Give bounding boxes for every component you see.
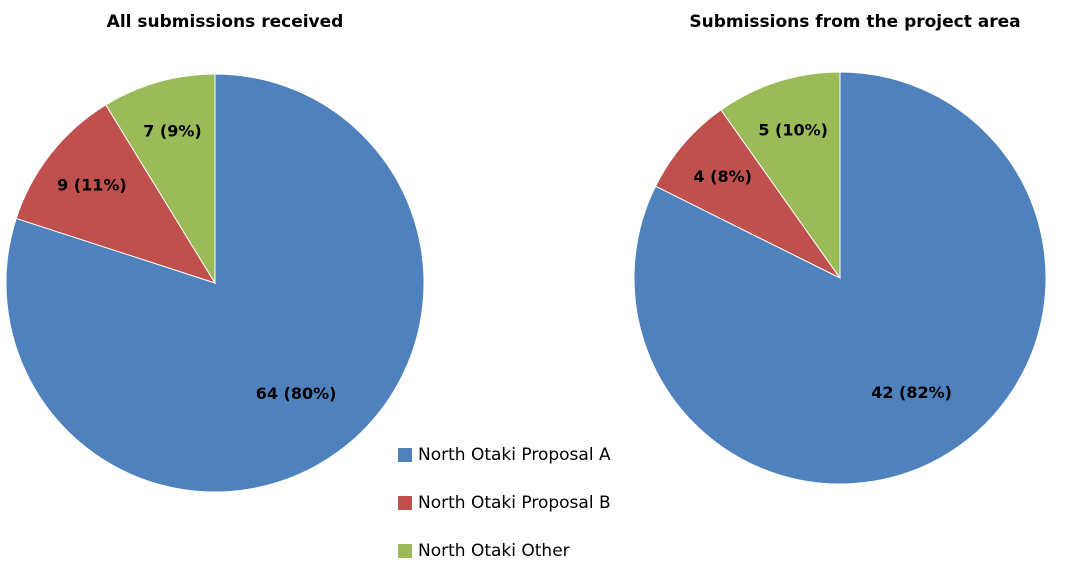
chart-title: Submissions from the project area — [689, 12, 1020, 32]
chart-title: All submissions received — [107, 12, 344, 32]
legend-label: North Otaki Proposal B — [418, 493, 611, 513]
legend-swatch — [398, 496, 412, 510]
data-label: 9 (11%) — [57, 175, 127, 194]
data-label: 64 (80%) — [256, 384, 337, 403]
pie-slice — [105, 73, 216, 285]
legend-swatch — [398, 448, 412, 462]
legend-label: North Otaki Proposal A — [418, 445, 611, 465]
data-label: 42 (82%) — [871, 383, 952, 402]
pie-slice — [654, 109, 841, 279]
pie-slice — [633, 71, 1047, 485]
pie-slice — [15, 104, 217, 284]
legend-swatch — [398, 544, 412, 558]
data-label: 4 (8%) — [693, 167, 752, 186]
legend-label: North Otaki Other — [418, 541, 570, 561]
pie-slice — [720, 71, 841, 280]
data-label: 7 (9%) — [143, 122, 202, 141]
data-label: 5 (10%) — [758, 120, 828, 139]
